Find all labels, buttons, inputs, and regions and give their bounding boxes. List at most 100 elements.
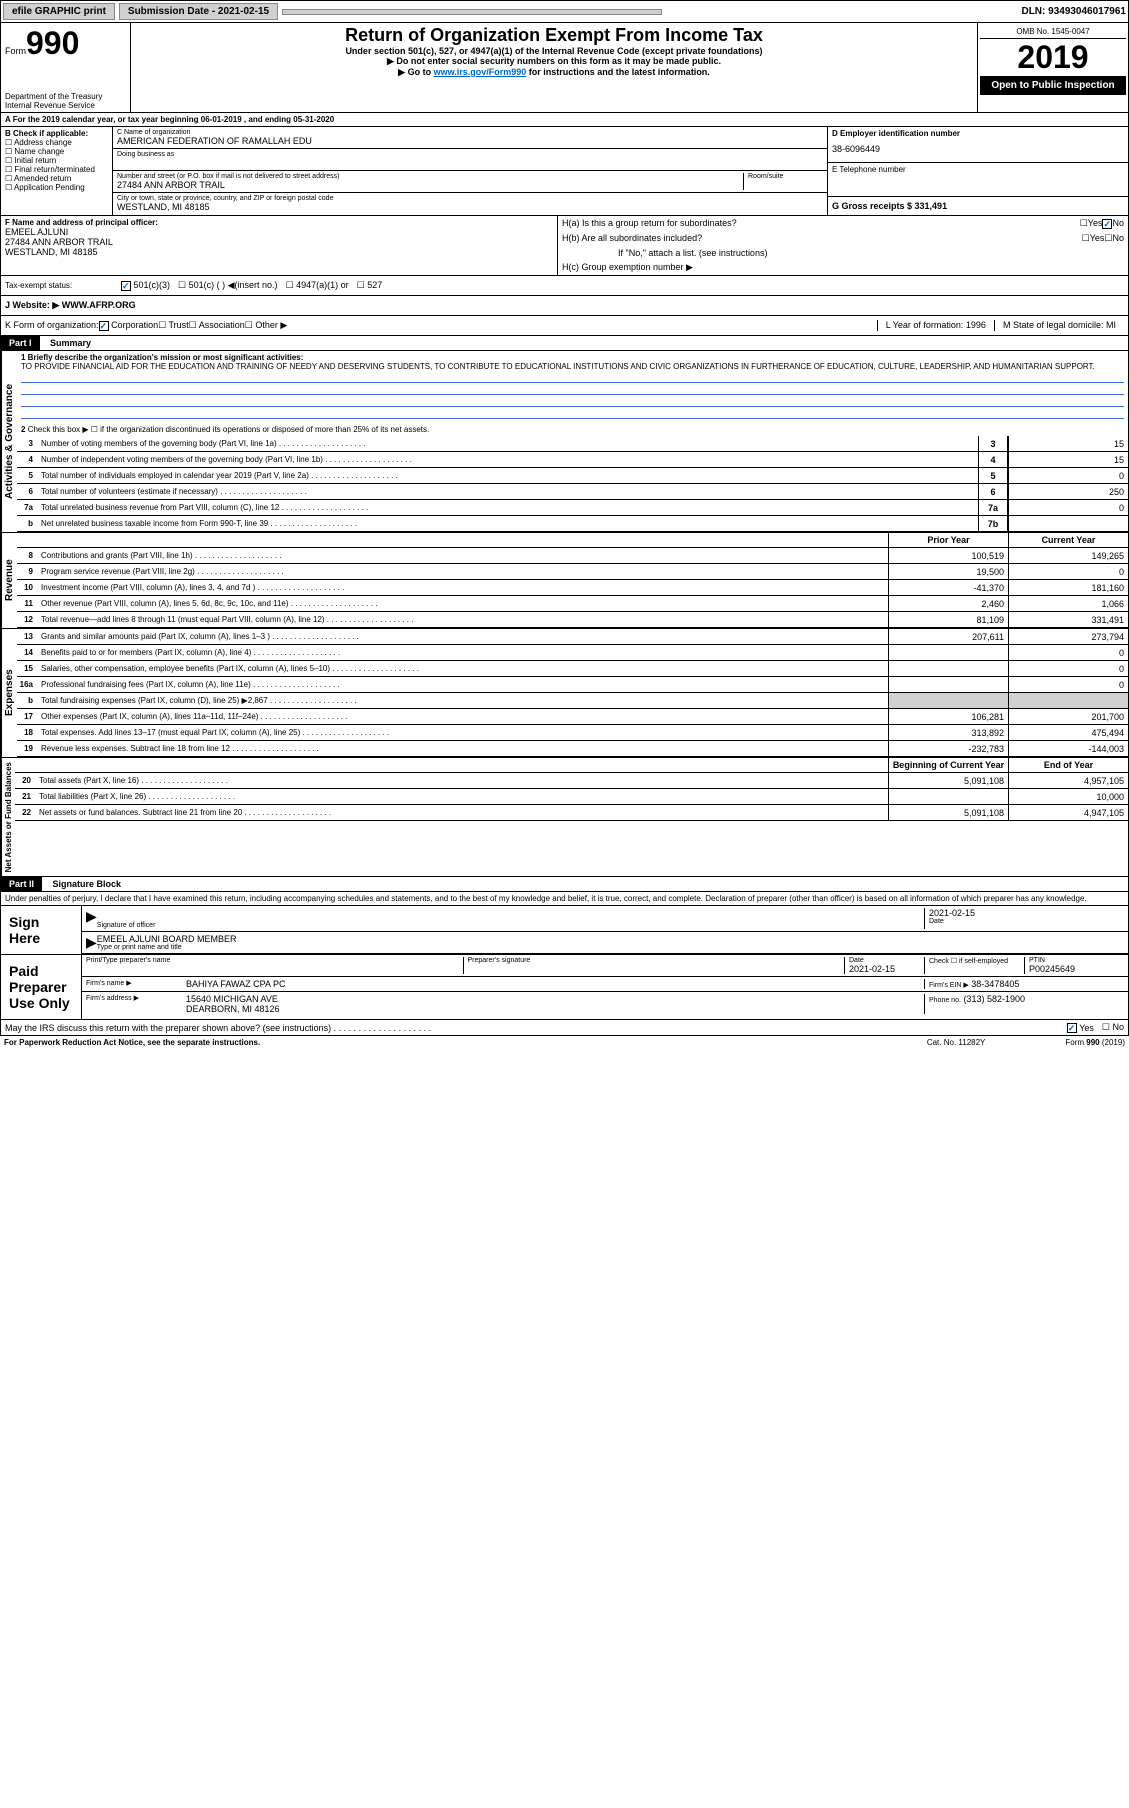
firm-ein: 38-3478405 (971, 979, 1019, 989)
org-name: AMERICAN FEDERATION OF RAMALLAH EDU (117, 136, 823, 146)
gross-label: G Gross receipts $ 331,491 (832, 201, 947, 211)
f-label: F Name and address of principal officer: (5, 218, 553, 227)
k-assoc[interactable]: ☐ Association (189, 320, 245, 331)
cb-address[interactable]: ☐ Address change (5, 138, 108, 147)
k-corp[interactable]: Corporation (99, 320, 159, 331)
sign-here-section: Sign Here ▶ Signature of officer 2021-02… (0, 906, 1129, 955)
m-state: M State of legal domicile: MI (994, 320, 1124, 331)
dln: DLN: 93493046017961 (1021, 6, 1126, 17)
table-row: 6Total number of volunteers (estimate if… (17, 484, 1128, 500)
i-501c[interactable]: ☐ 501(c) ( ) ◀(insert no.) (178, 280, 278, 291)
cb-amended[interactable]: ☐ Amended return (5, 174, 108, 183)
hb-yes[interactable]: ☐Yes (1082, 233, 1105, 244)
form-label: Form (5, 46, 26, 56)
omb: OMB No. 1545-0047 (980, 25, 1126, 39)
cat: Cat. No. 11282Y (927, 1038, 986, 1047)
vert-ag: Activities & Governance (1, 351, 17, 532)
phone-label: E Telephone number (832, 165, 1124, 174)
cb-initial[interactable]: ☐ Initial return (5, 156, 108, 165)
cb-pending[interactable]: ☐ Application Pending (5, 183, 108, 192)
efile-btn[interactable]: efile GRAPHIC print (3, 3, 115, 20)
street: 27484 ANN ARBOR TRAIL (117, 180, 743, 190)
revenue-section: Revenue Prior Year Current Year 8Contrib… (0, 533, 1129, 629)
table-row: 9Program service revenue (Part VIII, lin… (17, 564, 1128, 580)
table-row: 4Number of independent voting members of… (17, 452, 1128, 468)
net-assets-section: Net Assets or Fund Balances Beginning of… (0, 758, 1129, 877)
ptin-label: PTIN (1029, 957, 1124, 964)
table-row: 7aTotal unrelated business revenue from … (17, 500, 1128, 516)
part1-header: Part I (1, 336, 40, 350)
fphone-label: Phone no. (929, 997, 961, 1004)
cb-final[interactable]: ☐ Final return/terminated (5, 165, 108, 174)
subtitle-1: Under section 501(c), 527, or 4947(a)(1)… (133, 46, 975, 56)
date-label: Date (929, 918, 1124, 925)
table-row: 20Total assets (Part X, line 16)5,091,10… (15, 773, 1128, 789)
begin-header: Beginning of Current Year (888, 758, 1008, 772)
city-label: City or town, state or province, country… (117, 195, 823, 202)
section-i: Tax-exempt status: 501(c)(3) ☐ 501(c) ( … (0, 276, 1129, 296)
section-k: K Form of organization: Corporation ☐ Tr… (0, 316, 1129, 336)
line2: Check this box ▶ ☐ if the organization d… (28, 425, 430, 434)
ha-no[interactable]: No (1102, 218, 1124, 229)
submission-btn[interactable]: Submission Date - 2021-02-15 (119, 3, 278, 20)
main-title: Return of Organization Exempt From Incom… (133, 25, 975, 46)
discuss: May the IRS discuss this return with the… (5, 1023, 431, 1033)
website: WWW.AFRP.ORG (62, 300, 136, 310)
table-row: 11Other revenue (Part VIII, column (A), … (17, 596, 1128, 612)
vert-net: Net Assets or Fund Balances (1, 758, 15, 876)
footer: For Paperwork Reduction Act Notice, see … (0, 1036, 1129, 1049)
ha-yes[interactable]: ☐Yes (1080, 218, 1103, 229)
f-city: WESTLAND, MI 48185 (5, 247, 553, 257)
j-label: J Website: ▶ (5, 300, 59, 310)
table-row: 12Total revenue—add lines 8 through 11 (… (17, 612, 1128, 628)
current-header: Current Year (1008, 533, 1128, 547)
i-4947[interactable]: ☐ 4947(a)(1) or (286, 280, 349, 291)
form-num: 990 (26, 25, 79, 61)
discuss-no[interactable]: ☐ No (1102, 1022, 1124, 1033)
k-trust[interactable]: ☐ Trust (158, 320, 189, 331)
top-bar: efile GRAPHIC print Submission Date - 20… (0, 0, 1129, 23)
k-other[interactable]: ☐ Other ▶ (245, 320, 288, 331)
sig-officer-label: Signature of officer (97, 922, 924, 929)
hb-no[interactable]: ☐No (1104, 233, 1124, 244)
ptin: P00245649 (1029, 964, 1124, 974)
hb-note: If "No," attach a list. (see instruction… (558, 246, 1128, 260)
ein-label: D Employer identification number (832, 129, 1124, 138)
table-row: 21Total liabilities (Part X, line 26)10,… (15, 789, 1128, 805)
arrow-icon: ▶ (86, 934, 97, 951)
paid-preparer-section: Paid Preparer Use Only Print/Type prepar… (0, 955, 1129, 1020)
table-row: 16aProfessional fundraising fees (Part I… (17, 677, 1128, 693)
table-row: bTotal fundraising expenses (Part IX, co… (17, 693, 1128, 709)
firm-addr-label: Firm's address ▶ (86, 994, 186, 1014)
part2-header: Part II (1, 877, 42, 891)
table-row: 17Other expenses (Part IX, column (A), l… (17, 709, 1128, 725)
section-j: J Website: ▶ WWW.AFRP.ORG (0, 296, 1129, 316)
type-label: Type or print name and title (97, 944, 1124, 951)
i-501c3[interactable]: 501(c)(3) (121, 280, 170, 291)
dba-label: Doing business as (117, 151, 823, 158)
prep-sig-label: Preparer's signature (463, 957, 845, 974)
name-title: EMEEL AJLUNI BOARD MEMBER (97, 934, 1124, 944)
sign-here: Sign Here (1, 906, 81, 954)
table-row: bNet unrelated business taxable income f… (17, 516, 1128, 532)
name-label: C Name of organization (117, 129, 823, 136)
i-527[interactable]: ☐ 527 (357, 280, 383, 291)
vert-rev: Revenue (1, 533, 17, 628)
part2-title: Signature Block (45, 879, 122, 889)
line1-label: 1 Briefly describe the organization's mi… (21, 353, 1124, 362)
year: 2019 (980, 39, 1126, 76)
table-row: 3Number of voting members of the governi… (17, 436, 1128, 452)
l-year: L Year of formation: 1996 (877, 320, 994, 331)
form-header: Form990 Department of the Treasury Inter… (0, 23, 1129, 113)
subtitle-3: ▶ Go to www.irs.gov/Form990 for instruct… (133, 67, 975, 78)
inspection: Open to Public Inspection (980, 76, 1126, 95)
discuss-yes[interactable]: Yes (1067, 1023, 1094, 1034)
cb-name[interactable]: ☐ Name change (5, 147, 108, 156)
period: A For the 2019 calendar year, or tax yea… (0, 113, 1129, 127)
penalty: Under penalties of perjury, I declare th… (0, 892, 1129, 906)
activities-governance: Activities & Governance 1 Briefly descri… (0, 351, 1129, 533)
irs-link[interactable]: www.irs.gov/Form990 (434, 67, 527, 77)
table-row: 18Total expenses. Add lines 13–17 (must … (17, 725, 1128, 741)
table-row: 14Benefits paid to or for members (Part … (17, 645, 1128, 661)
check-se[interactable]: Check ☐ if self-employed (924, 957, 1024, 974)
